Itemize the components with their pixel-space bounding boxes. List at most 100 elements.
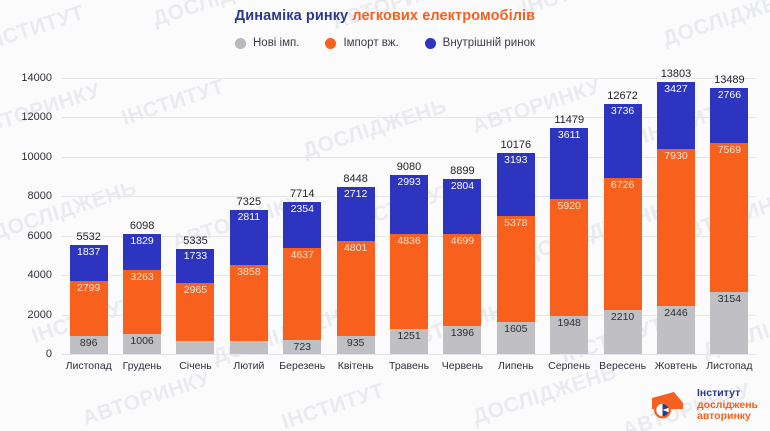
stacked-bar[interactable]: 1837 2799 896: [69, 244, 108, 354]
stacked-bar[interactable]: 2766 7569 3154: [710, 88, 749, 354]
bar-column[interactable]: 3736 6726 2210 12672: [596, 78, 649, 354]
bar-segment-value: 3154: [717, 292, 742, 305]
bar-column[interactable]: 2993 4836 1251 9080: [382, 78, 435, 354]
bar-segment-value: 7930: [664, 150, 688, 163]
bar-segment[interactable]: 935: [336, 335, 375, 354]
bar-total-label: 13489: [714, 74, 745, 87]
bar-column[interactable]: 2712 4801 935 8448: [329, 78, 382, 354]
logo-line-3: авторинку: [697, 410, 751, 423]
bar-segment[interactable]: 1006: [123, 334, 162, 354]
stacked-bar[interactable]: 3193 5378 1605: [496, 153, 535, 354]
legend-label: Внутрішній ринок: [442, 37, 535, 49]
stacked-bar[interactable]: 2354 4637 723: [283, 201, 322, 354]
bar-segment-value: 1605: [504, 323, 528, 336]
bar-segment[interactable]: 2210: [603, 310, 642, 354]
bar-segment-value: 1837: [77, 245, 101, 258]
x-axis-tick-label: Серпень: [548, 360, 591, 372]
bar-segment-value: 2804: [450, 179, 475, 192]
legend-item-1[interactable]: Імпорт вж.: [325, 37, 399, 49]
bar-segment[interactable]: 3427: [656, 81, 695, 150]
bar-segment[interactable]: 1396: [443, 326, 482, 354]
bar-segment-value: 3611: [557, 128, 581, 141]
bar-column[interactable]: 2804 4699 1396 8899: [436, 78, 489, 354]
bar-segment[interactable]: 896: [69, 336, 108, 354]
bar-segment[interactable]: 2766: [710, 88, 749, 143]
bar-segment[interactable]: 2811: [229, 209, 268, 266]
bar-segment[interactable]: 4699: [443, 233, 482, 327]
stacked-bar[interactable]: 3611 5920 1948: [550, 127, 589, 354]
bar-segment[interactable]: 3263: [123, 269, 162, 335]
bar-segment[interactable]: 2446: [656, 305, 695, 354]
bar-segment[interactable]: 2993: [390, 175, 429, 235]
stacked-bar[interactable]: 2712 4801 935: [336, 187, 375, 354]
y-axis-tick-label: 14000: [21, 72, 52, 84]
bar-segment[interactable]: 1829: [123, 233, 162, 270]
bar-segment[interactable]: 3193: [496, 153, 535, 217]
bar-segment-value: 2712: [343, 188, 368, 201]
stacked-bar[interactable]: 2811 3858: [229, 209, 268, 354]
bar-column[interactable]: 3193 5378 1605 10176: [489, 78, 542, 354]
bar-segment[interactable]: 7930: [656, 149, 695, 306]
logo-line-2: досліджень: [697, 398, 758, 411]
bar-column[interactable]: 1829 3263 1006 6098: [115, 78, 168, 354]
bar-segment[interactable]: [229, 341, 268, 354]
y-axis-tick-label: 6000: [27, 229, 52, 242]
stacked-bar[interactable]: 2993 4836 1251: [390, 175, 429, 354]
x-axis: Листопад Грудень Січень Лютий Березень Квітен…: [62, 360, 756, 372]
bar-segment[interactable]: 6726: [603, 177, 642, 311]
bar-segment[interactable]: 2965: [176, 283, 215, 342]
x-axis-tick-label: Жовтень: [654, 360, 698, 372]
bar-segment[interactable]: 4637: [283, 248, 322, 340]
bar-segment[interactable]: 5378: [496, 216, 535, 323]
bar-segment[interactable]: 1733: [176, 248, 215, 284]
stacked-bar[interactable]: 2804 4699 1396: [443, 178, 482, 354]
bar-segment[interactable]: 1251: [390, 329, 429, 354]
bar-column[interactable]: 1837 2799 896 5532: [62, 78, 115, 354]
bar-segment[interactable]: 2804: [443, 178, 482, 234]
bar-segment[interactable]: 2712: [336, 187, 375, 241]
bar-column[interactable]: 3427 7930 2446 13803: [649, 68, 702, 354]
stacked-bar[interactable]: 3736 6726 2210: [603, 104, 642, 354]
bar-segment-value: 1006: [130, 335, 154, 348]
bar-segment[interactable]: 1837: [69, 244, 108, 282]
logo-car-icon: [652, 392, 684, 419]
bar-segment[interactable]: 4836: [390, 234, 429, 330]
bar-segment[interactable]: 2354: [283, 201, 322, 249]
stacked-bar[interactable]: 1829 3263 1006: [123, 233, 162, 354]
legend-item-0[interactable]: Нові імп.: [235, 37, 299, 49]
stacked-bar[interactable]: 3427 7930 2446: [656, 81, 695, 354]
bar-segment[interactable]: 2799: [69, 281, 108, 337]
chart-title-highlight: легкових електромобілів: [352, 8, 536, 24]
bar-segment[interactable]: 7569: [710, 142, 749, 292]
bar-column[interactable]: 2766 7569 3154 13489: [703, 74, 756, 354]
y-axis-tick-label: 8000: [27, 190, 52, 203]
legend-item-2[interactable]: Внутрішній ринок: [424, 37, 535, 49]
bar-segment[interactable]: 4801: [336, 240, 375, 336]
bar-segment[interactable]: 723: [283, 339, 322, 354]
x-axis-tick-label: Грудень: [122, 360, 162, 372]
bar-column[interactable]: 1733 2965 5335: [169, 78, 222, 354]
bar-column[interactable]: 2811 3858 7325: [222, 78, 275, 354]
bar-column[interactable]: 3611 5920 1948 11479: [543, 78, 596, 354]
bar-segment[interactable]: 3154: [710, 291, 749, 354]
bar-segment-value: 3858: [237, 266, 261, 279]
gridline: [62, 117, 756, 119]
bar-segment[interactable]: [176, 341, 215, 354]
bar-segment-value: 1829: [130, 234, 154, 247]
bar-segment-value: 2354: [290, 202, 314, 215]
y-axis-tick-label: 4000: [27, 269, 52, 282]
bar-total-label: 12672: [607, 90, 638, 103]
bar-column[interactable]: 2354 4637 723 7714: [276, 78, 329, 354]
bar-segment[interactable]: 1948: [550, 315, 589, 354]
stacked-bar[interactable]: 1733 2965: [176, 248, 215, 354]
bar-segment[interactable]: 5920: [550, 198, 589, 316]
bar-segment[interactable]: 3736: [603, 104, 642, 178]
bar-segment-value: 2210: [610, 311, 635, 324]
bar-segment[interactable]: 3611: [550, 127, 589, 199]
y-axis-tick-label: 2000: [27, 308, 52, 321]
bar-segment-value: 3427: [664, 82, 688, 95]
bar-total-label: 6098: [129, 219, 155, 232]
bar-segment[interactable]: 3858: [229, 265, 268, 342]
x-axis-tick-label: Травень: [389, 360, 430, 372]
bar-segment[interactable]: 1605: [496, 322, 535, 354]
